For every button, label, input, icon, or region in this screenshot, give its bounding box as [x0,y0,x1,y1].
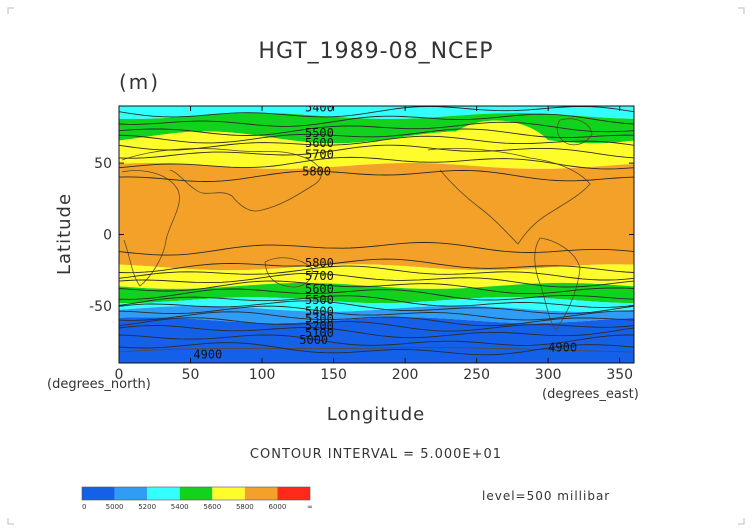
colorbar-label: 6000 [269,503,287,511]
contour-isoline [119,311,634,327]
contour-isoline [119,144,634,159]
colorbar-swatch [277,487,310,500]
colorbar-swatch [114,487,148,500]
y-axis-ticks: -50 0 50 [89,156,634,315]
contour-labels: 5400550056005700580058005700560055005400… [193,100,577,361]
colorbar-swatch [179,487,213,500]
colorbar-swatch [147,487,180,500]
contour-isoline [119,280,634,295]
colorbar-label: 5200 [138,503,156,511]
contour-isoline [119,342,634,356]
contour-label: 5200 [305,319,334,333]
contour-isoline [119,325,634,339]
contour-band [119,264,634,289]
europe-asia-coastline [121,148,322,212]
contour-label: 5800 [305,256,334,270]
contour-isoline [119,128,634,144]
greenland-coastline [556,118,593,146]
contour-label: 5400 [305,305,334,319]
y-tick-label: 50 [94,156,112,172]
antarctica-coastline [119,347,634,353]
contour-label: 5500 [305,126,334,140]
y-tick-label: 0 [103,228,112,244]
contour-label: 5700 [305,269,334,283]
contour-isoline [119,300,634,315]
contour-label: 5300 [305,312,334,326]
colorbar-swatch [212,487,245,500]
contour-label: 5600 [305,282,334,296]
colorbar-frame [81,486,311,501]
contour-label: 5800 [302,165,331,179]
x-tick-label: 150 [320,367,347,383]
colorbar-swatch [82,487,115,500]
x-axis-ticks: 0 50 100 150 200 250 300 350 [115,106,633,383]
x-tick-label: 50 [182,367,200,383]
contour-isoline [119,135,634,151]
contour-label: 5700 [305,148,334,162]
colorbar-swatch [244,487,278,500]
contour-band [119,113,634,144]
chart-title: HGT_1989-08_NCEP [258,39,493,64]
colorbar-label: ∞ [307,503,313,511]
contour-isoline [119,295,634,308]
contour-label: 4900 [193,347,222,361]
contour-label: 5500 [305,293,334,307]
contour-band-bulge [448,120,549,141]
x-tick-label: 0 [115,367,124,383]
contour-label: 5600 [305,136,334,150]
contour-isoline [119,258,634,274]
north-america-coastline [427,148,591,245]
page-corner-marks [7,7,745,525]
x-tick-label: 250 [463,367,490,383]
y-tick-label: -50 [89,299,112,315]
plot-area: 5400550056005700580058005700560055005400… [119,100,634,363]
south-america-coastline [534,237,581,331]
contour-isoline [119,265,634,281]
contour-band [119,317,634,363]
colorbar-label: 0 [82,503,86,511]
contour-label: 5400 [305,100,334,114]
colorbar-label: 5400 [171,503,189,511]
contour-isolines [119,106,634,356]
contour-isoline [119,156,634,170]
contour-band [119,106,634,119]
contour-label: 5100 [305,326,334,340]
units-label: (m) [119,70,160,94]
contour-band [119,282,634,304]
colorbar: 0 5000 5200 5400 5600 5800 6000 ∞ [81,486,313,511]
y-unit-label: (degrees_north) [47,377,151,392]
contour-label: 5000 [299,333,328,347]
coastline-lines [119,118,634,353]
contour-isoline [119,169,634,182]
x-unit-label: (degrees_east) [542,387,639,402]
colorbar-label: 5800 [236,503,254,511]
contour-band [119,163,634,271]
contour-isoline [119,272,634,288]
contour-isoline [119,113,634,127]
x-tick-label: 350 [606,367,633,383]
x-tick-label: 100 [249,367,276,383]
australia-coastline [264,257,313,288]
x-tick-label: 200 [392,367,419,383]
filled-contour-bands [119,106,634,363]
contour-label: 4900 [548,340,577,354]
contour-interval-text: CONTOUR INTERVAL = 5.000E+01 [250,447,502,462]
contour-isoline [119,288,634,301]
x-axis-label: Longitude [327,404,426,425]
contour-isoline [119,242,634,256]
level-text: level=500 millibar [482,489,610,503]
contour-isoline [119,305,634,321]
contour-isoline [119,334,634,346]
colorbar-label: 5000 [106,503,124,511]
x-tick-label: 300 [535,367,562,383]
contour-isoline [119,121,634,136]
contour-band [119,131,634,169]
contour-isoline [119,317,634,332]
contour-band [119,297,634,312]
y-axis-label: Latitude [54,193,75,275]
colorbar-label: 5600 [203,503,221,511]
